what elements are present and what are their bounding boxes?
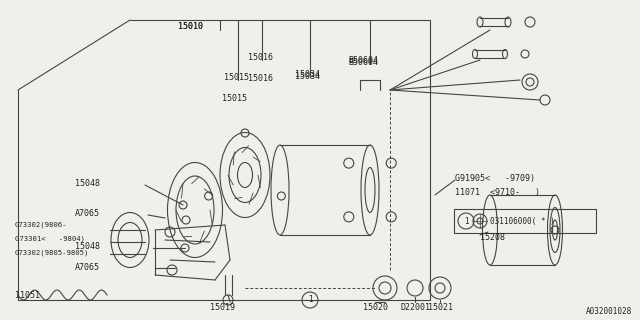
Text: 15021: 15021 [428, 303, 452, 313]
Text: 15016: 15016 [248, 74, 273, 83]
Text: 15010: 15010 [177, 21, 202, 30]
Text: 15010: 15010 [177, 21, 202, 30]
Text: G73302(9806-: G73302(9806- [15, 222, 67, 228]
Text: 15019: 15019 [209, 303, 234, 313]
Text: 1: 1 [308, 295, 312, 305]
Text: 11071  <9710-   ): 11071 <9710- ) [455, 188, 540, 196]
Text: B50604: B50604 [348, 55, 378, 65]
Text: B50604: B50604 [348, 58, 378, 67]
Text: 15015: 15015 [222, 93, 247, 102]
Text: G91905<   -9709): G91905< -9709) [455, 173, 535, 182]
Text: 11051: 11051 [15, 292, 40, 300]
Text: 15048: 15048 [75, 179, 100, 188]
Text: 15034: 15034 [295, 71, 320, 81]
Text: 15020: 15020 [362, 303, 387, 313]
Text: A032001028: A032001028 [586, 308, 632, 316]
Text: 15016: 15016 [248, 52, 273, 61]
Text: 15034: 15034 [295, 69, 320, 78]
Text: 15048: 15048 [75, 242, 100, 251]
Text: A7065: A7065 [75, 209, 100, 218]
Text: 15015: 15015 [224, 73, 249, 82]
Text: 031106000( * ): 031106000( * ) [490, 217, 555, 226]
Text: 15208: 15208 [480, 233, 505, 242]
Text: A7065: A7065 [75, 262, 100, 271]
Text: G73301<   -9804): G73301< -9804) [15, 236, 85, 242]
Text: G73302(9805-9805): G73302(9805-9805) [15, 250, 90, 256]
Text: 1: 1 [464, 217, 468, 226]
Text: D22001: D22001 [400, 303, 430, 313]
